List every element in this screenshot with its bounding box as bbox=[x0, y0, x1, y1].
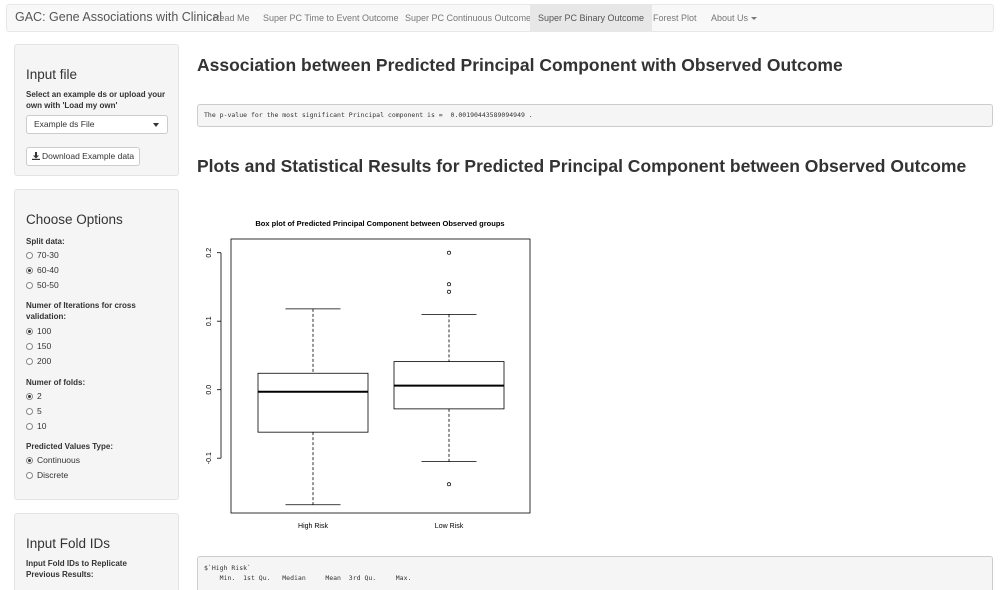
tab-read-me[interactable]: Read Me bbox=[213, 13, 250, 23]
heading-association: Association between Predicted Principal … bbox=[197, 55, 843, 75]
iterations-option-label: 150 bbox=[37, 341, 52, 351]
folds-option-label: 5 bbox=[37, 406, 42, 416]
caret-down-icon bbox=[751, 17, 758, 21]
outlier-point bbox=[447, 282, 451, 287]
radio-icon bbox=[26, 423, 33, 430]
iterations-radio-150[interactable]: 150 bbox=[26, 341, 51, 352]
summary-line-1: $`High Risk` bbox=[204, 564, 251, 572]
download-example-label: Download Example data bbox=[42, 151, 135, 161]
navbar: GAC: Gene Associations with Clinical Rea… bbox=[6, 4, 994, 32]
radio-icon bbox=[26, 282, 33, 289]
input-file-label: Select an example ds or upload your own … bbox=[26, 90, 166, 110]
fold-ids-panel: Input Fold IDs Input Fold IDs to Replica… bbox=[14, 513, 179, 590]
iterations-option-label: 200 bbox=[37, 356, 52, 366]
split-radio-60-40[interactable]: 60-40 bbox=[26, 265, 59, 276]
summary-output: $`High Risk` Min. 1st Qu. Median Mean 3r… bbox=[197, 556, 993, 590]
radio-icon bbox=[26, 408, 33, 415]
plot-frame bbox=[230, 238, 531, 514]
folds-radio-2[interactable]: 2 bbox=[26, 391, 42, 402]
summary-line-2: Min. 1st Qu. Median Mean 3rd Qu. Max. bbox=[204, 574, 412, 582]
choose-options-title: Choose Options bbox=[26, 212, 123, 227]
iterations-label: Numer of Iterations for cross validation… bbox=[26, 301, 136, 321]
radio-selected-icon bbox=[26, 328, 33, 335]
iterations-radio-100[interactable]: 100 bbox=[26, 326, 51, 337]
pred-type-radio-discrete[interactable]: Discrete bbox=[26, 470, 68, 481]
outlier-point bbox=[447, 289, 451, 294]
split-radio-70-30[interactable]: 70-30 bbox=[26, 250, 59, 261]
radio-icon bbox=[26, 343, 33, 350]
folds-option-label: 10 bbox=[37, 421, 47, 431]
x-tick-label: Low Risk bbox=[435, 523, 464, 530]
radio-selected-icon bbox=[26, 457, 33, 464]
iterations-radio-200[interactable]: 200 bbox=[26, 356, 51, 367]
outlier-point bbox=[447, 482, 451, 487]
radio-icon bbox=[26, 252, 33, 259]
x-tick-label: High Risk bbox=[298, 523, 328, 530]
download-example-button[interactable]: Download Example data bbox=[26, 147, 141, 166]
tab-binary[interactable]: Super PC Binary Outcome bbox=[530, 5, 653, 31]
pred-type-option-label: Discrete bbox=[37, 470, 69, 480]
tab-time-to-event[interactable]: Super PC Time to Event Outcome bbox=[263, 13, 399, 23]
y-tick-label: 0.0 bbox=[206, 385, 213, 395]
download-icon bbox=[32, 152, 40, 160]
tab-about-us[interactable]: About Us bbox=[703, 5, 765, 31]
box-high-risk bbox=[257, 372, 369, 433]
pred-type-radio-continuous[interactable]: Continuous bbox=[26, 455, 80, 466]
folds-label: Numer of folds: bbox=[26, 378, 86, 387]
tab-forest-plot[interactable]: Forest Plot bbox=[653, 13, 697, 23]
fold-ids-title: Input Fold IDs bbox=[26, 536, 111, 551]
heading-plots: Plots and Statistical Results for Predic… bbox=[197, 156, 967, 176]
split-option-label: 70-30 bbox=[37, 250, 59, 260]
y-tick-label: -0.1 bbox=[206, 452, 213, 464]
caret-down-icon bbox=[153, 123, 159, 127]
box-plot-svg: Box plot of Predicted Principal Componen… bbox=[206, 219, 531, 530]
outlier-point bbox=[447, 250, 451, 255]
radio-icon bbox=[26, 472, 33, 479]
box-plot: Box plot of Predicted Principal Componen… bbox=[197, 212, 542, 537]
about-us-label: About Us bbox=[711, 13, 749, 23]
folds-radio-5[interactable]: 5 bbox=[26, 406, 42, 417]
example-ds-select[interactable]: Example ds File bbox=[26, 115, 168, 134]
split-option-label: 50-50 bbox=[37, 280, 59, 290]
iterations-option-label: 100 bbox=[37, 326, 52, 336]
radio-selected-icon bbox=[26, 267, 33, 274]
folds-radio-10[interactable]: 10 bbox=[26, 421, 46, 432]
split-radio-50-50[interactable]: 50-50 bbox=[26, 280, 59, 291]
tab-continuous[interactable]: Super PC Continuous Outcome bbox=[405, 13, 532, 23]
radio-selected-icon bbox=[26, 393, 33, 400]
fold-ids-label: Input Fold IDs to Replicate Previous Res… bbox=[26, 559, 127, 579]
y-tick-label: 0.2 bbox=[206, 248, 213, 258]
split-option-label: 60-40 bbox=[37, 265, 59, 275]
input-file-title: Input file bbox=[26, 67, 78, 82]
brand-title[interactable]: GAC: Gene Associations with Clinical bbox=[15, 10, 223, 24]
pvalue-output: The p-value for the most significant Pri… bbox=[197, 104, 993, 127]
chart-title: Box plot of Predicted Principal Componen… bbox=[255, 219, 504, 228]
y-tick-label: 0.1 bbox=[206, 316, 213, 326]
input-file-panel: Input file Select an example ds or uploa… bbox=[14, 44, 179, 176]
pred-type-option-label: Continuous bbox=[37, 455, 81, 465]
pred-type-label: Predicted Values Type: bbox=[26, 442, 113, 451]
example-ds-select-value: Example ds File bbox=[34, 119, 95, 129]
split-data-label: Split data: bbox=[26, 237, 65, 246]
folds-option-label: 2 bbox=[37, 391, 42, 401]
choose-options-panel: Choose Options Split data: 70-30 60-40 5… bbox=[14, 189, 179, 500]
radio-icon bbox=[26, 358, 33, 365]
